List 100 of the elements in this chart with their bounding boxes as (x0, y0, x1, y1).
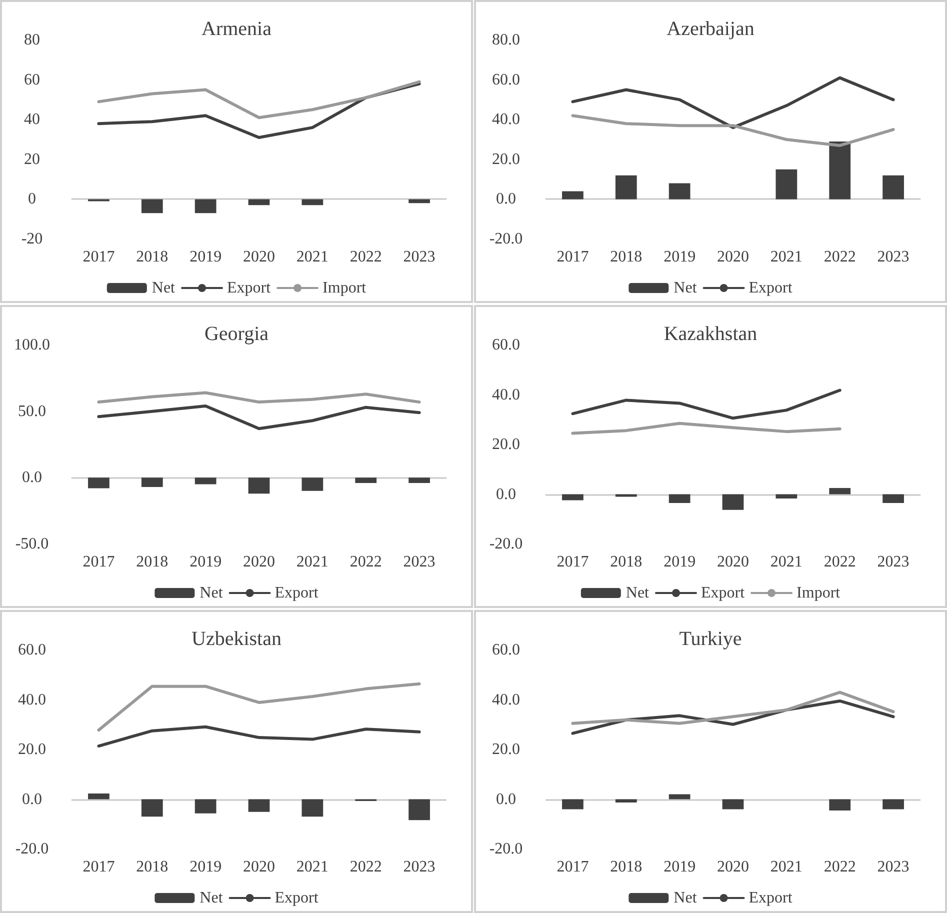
bar (882, 175, 904, 200)
y-tick-label: 0 (28, 190, 36, 208)
y-tick-label: 50.0 (18, 402, 46, 420)
x-tick-label: 2022 (824, 554, 856, 570)
x-tick-label: 2022 (824, 248, 856, 266)
line-series (571, 690, 895, 725)
x-tick-label: 2023 (877, 554, 910, 570)
y-tick-label: 80.0 (492, 32, 520, 48)
y-tick-label: -20.0 (489, 230, 523, 248)
x-tick-label: 2019 (190, 858, 222, 876)
x-tick-label: 2020 (243, 554, 275, 570)
y-tick-label: 40 (24, 111, 40, 128)
x-tick-label: 2020 (243, 858, 275, 876)
x-tick-label: 2017 (556, 858, 589, 876)
line-series (97, 404, 421, 430)
bar (829, 141, 851, 200)
x-tick-label: 2020 (717, 858, 749, 876)
legend-label: Import (796, 584, 841, 602)
bar (776, 169, 798, 200)
chart-title: Armenia (202, 18, 272, 40)
y-tick-label: 0.0 (496, 486, 516, 503)
x-tick-label: 2017 (82, 858, 115, 876)
x-tick-label: 2023 (877, 858, 910, 876)
line-series (97, 391, 421, 404)
y-tick-label: 0.0 (496, 790, 516, 808)
x-tick-label: 2017 (556, 248, 589, 266)
legend-label: Net (200, 890, 224, 906)
y-tick-label: 0.0 (496, 190, 516, 208)
y-tick-label: 20.0 (18, 741, 46, 758)
y-tick-label: 20.0 (492, 436, 520, 453)
y-tick-label: 100.0 (14, 336, 50, 354)
chart-title: Georgia (204, 323, 269, 345)
bar (562, 191, 584, 200)
x-tick-label: 2023 (877, 248, 910, 266)
x-tick-label: 2021 (296, 554, 328, 570)
y-tick-label: 40.0 (492, 691, 520, 708)
x-tick-label: 2019 (664, 858, 696, 876)
legend-label: Export (701, 584, 746, 602)
x-tick-label: 2018 (610, 554, 642, 570)
x-tick-label: 2021 (770, 858, 802, 876)
legend-label: Export (274, 890, 319, 906)
y-tick-label: -20.0 (489, 536, 523, 552)
line-series (571, 422, 842, 435)
bar (668, 183, 690, 200)
x-tick-label: 2021 (296, 858, 328, 876)
y-tick-label: 80 (24, 32, 40, 48)
legend-label: Export (227, 280, 272, 296)
line-series (97, 725, 421, 748)
y-tick-label: 20.0 (492, 741, 520, 758)
line-series (571, 114, 895, 147)
x-tick-label: 2019 (190, 554, 222, 570)
y-tick-label: 20.0 (492, 150, 520, 168)
legend-label: Net (674, 890, 698, 906)
y-tick-label: -20 (21, 230, 43, 248)
x-tick-label: 2018 (136, 858, 168, 876)
x-tick-label: 2017 (556, 554, 589, 570)
legend-label: Net (626, 584, 650, 602)
chart-title: Azerbaijan (666, 18, 754, 40)
y-tick-label: 60.0 (492, 336, 520, 354)
line-series (97, 80, 421, 120)
legend-label: Export (274, 584, 319, 602)
line-series (571, 388, 842, 420)
chart-title: Uzbekistan (192, 628, 282, 650)
legend-label: Net (152, 280, 176, 296)
y-tick-label: -20.0 (489, 840, 523, 858)
x-tick-label: 2018 (610, 858, 642, 876)
x-tick-label: 2021 (770, 248, 802, 266)
x-tick-label: 2019 (664, 248, 696, 266)
chart-title: Kazakhstan (664, 323, 758, 345)
y-tick-label: 40.0 (492, 111, 520, 128)
x-tick-label: 2017 (82, 248, 115, 266)
x-tick-label: 2021 (770, 554, 802, 570)
legend-label: Net (200, 584, 224, 602)
y-tick-label: 60.0 (492, 642, 520, 658)
chart-title: Turkiye (679, 628, 742, 650)
line-series (97, 682, 421, 732)
y-tick-label: 40.0 (18, 691, 46, 708)
y-tick-label: 40.0 (492, 386, 520, 404)
legend-label: Net (674, 280, 698, 296)
x-tick-label: 2019 (190, 248, 222, 266)
legend-label: Import (322, 280, 367, 296)
x-tick-label: 2017 (82, 554, 115, 570)
y-tick-label: 0.0 (22, 469, 42, 486)
x-tick-label: 2020 (717, 248, 749, 266)
y-tick-label: 60.0 (492, 71, 520, 88)
y-tick-label: -50.0 (15, 536, 49, 552)
x-tick-label: 2022 (350, 858, 382, 876)
x-tick-label: 2023 (403, 248, 436, 266)
y-tick-label: 60.0 (18, 642, 46, 658)
x-tick-label: 2023 (403, 554, 436, 570)
x-tick-label: 2020 (717, 554, 749, 570)
x-tick-label: 2022 (350, 554, 382, 570)
x-tick-label: 2022 (350, 248, 382, 266)
x-tick-label: 2019 (664, 554, 696, 570)
x-tick-label: 2018 (610, 248, 642, 266)
legend-label: Export (748, 890, 793, 906)
x-tick-label: 2021 (296, 248, 328, 266)
x-tick-label: 2020 (243, 248, 275, 266)
y-tick-label: 0.0 (22, 790, 42, 808)
bar (615, 175, 637, 200)
